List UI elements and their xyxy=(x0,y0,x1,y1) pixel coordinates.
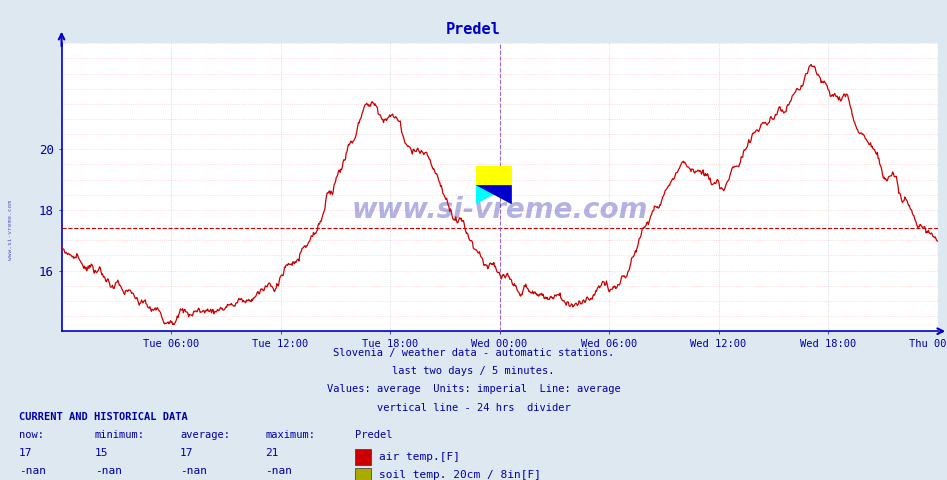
Text: -nan: -nan xyxy=(95,466,122,476)
Text: last two days / 5 minutes.: last two days / 5 minutes. xyxy=(392,366,555,376)
Text: average:: average: xyxy=(180,430,230,440)
Text: vertical line - 24 hrs  divider: vertical line - 24 hrs divider xyxy=(377,403,570,413)
Polygon shape xyxy=(476,185,512,204)
Polygon shape xyxy=(476,166,512,185)
Text: Predel: Predel xyxy=(355,430,393,440)
Text: CURRENT AND HISTORICAL DATA: CURRENT AND HISTORICAL DATA xyxy=(19,412,188,422)
Text: -nan: -nan xyxy=(19,466,46,476)
Text: www.si-vreme.com: www.si-vreme.com xyxy=(351,196,648,224)
Text: www.si-vreme.com: www.si-vreme.com xyxy=(8,201,12,260)
Text: -nan: -nan xyxy=(180,466,207,476)
Text: 15: 15 xyxy=(95,448,108,458)
Text: soil temp. 20cm / 8in[F]: soil temp. 20cm / 8in[F] xyxy=(379,470,541,480)
Text: minimum:: minimum: xyxy=(95,430,145,440)
Text: Predel: Predel xyxy=(446,22,501,36)
Text: air temp.[F]: air temp.[F] xyxy=(379,452,460,462)
Text: maximum:: maximum: xyxy=(265,430,315,440)
Text: Slovenia / weather data - automatic stations.: Slovenia / weather data - automatic stat… xyxy=(333,348,614,358)
Polygon shape xyxy=(476,185,512,204)
Text: Values: average  Units: imperial  Line: average: Values: average Units: imperial Line: av… xyxy=(327,384,620,395)
Text: 21: 21 xyxy=(265,448,278,458)
Text: -nan: -nan xyxy=(265,466,293,476)
Text: 17: 17 xyxy=(180,448,193,458)
Text: now:: now: xyxy=(19,430,44,440)
Text: 17: 17 xyxy=(19,448,32,458)
